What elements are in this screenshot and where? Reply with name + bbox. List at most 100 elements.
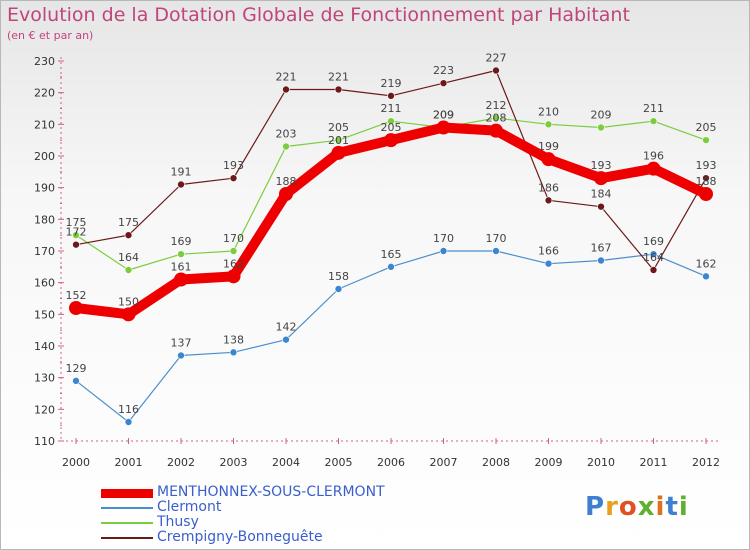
data-label: 137 <box>171 337 192 350</box>
data-point <box>492 114 500 122</box>
data-label: 162 <box>223 257 244 270</box>
y-tick-label: 220 <box>34 87 55 100</box>
data-point <box>492 247 500 255</box>
data-label: 223 <box>433 64 454 77</box>
data-point <box>121 307 136 322</box>
x-tick-label: 2012 <box>692 456 720 469</box>
data-point <box>226 269 241 284</box>
x-tick-label: 2010 <box>587 456 615 469</box>
data-point <box>72 240 80 249</box>
y-tick-label: 150 <box>34 308 55 321</box>
data-point <box>174 272 188 287</box>
data-label: 211 <box>381 102 402 115</box>
data-point <box>646 161 661 176</box>
data-point <box>544 259 553 268</box>
data-label: 191 <box>171 166 192 179</box>
data-label: 209 <box>433 109 454 122</box>
data-label: 205 <box>381 121 402 134</box>
y-tick-label: 130 <box>34 372 55 385</box>
data-point <box>492 66 500 75</box>
y-tick-label: 170 <box>34 245 55 258</box>
data-label: 172 <box>66 226 87 239</box>
data-label: 164 <box>118 251 139 264</box>
data-label: 227 <box>486 52 507 65</box>
data-point <box>282 335 290 344</box>
y-tick-label: 160 <box>34 277 55 290</box>
y-tick-label: 190 <box>34 182 55 195</box>
data-point <box>387 117 395 125</box>
data-point <box>282 142 290 151</box>
x-tick-label: 2001 <box>115 456 143 469</box>
logo-letter: t <box>665 492 679 522</box>
legend-swatch <box>101 537 153 539</box>
data-point <box>229 348 238 357</box>
data-point <box>177 351 185 360</box>
data-point <box>597 256 605 265</box>
data-point <box>597 123 605 132</box>
data-label: 138 <box>223 333 244 346</box>
legend-label: Crempigny-Bonneguête <box>157 529 323 545</box>
data-point <box>702 174 710 182</box>
data-label: 221 <box>328 71 349 84</box>
data-point <box>334 85 343 94</box>
data-label: 170 <box>223 232 244 245</box>
logo-letter: i <box>655 492 666 522</box>
y-tick-label: 230 <box>34 55 55 68</box>
logo-letter: r <box>605 492 619 522</box>
x-tick-label: 2011 <box>640 456 668 469</box>
data-label: 161 <box>171 261 192 274</box>
data-point <box>594 171 608 186</box>
data-point <box>489 123 503 138</box>
data-label: 186 <box>538 181 559 194</box>
data-label: 211 <box>643 102 664 115</box>
data-point <box>72 377 80 385</box>
data-point <box>282 85 290 94</box>
x-tick-label: 2004 <box>272 456 300 469</box>
chart-subtitle: (en € et par an) <box>7 29 94 42</box>
legend-label: MENTHONNEX-SOUS-CLERMONT <box>157 484 385 500</box>
data-point <box>124 266 133 274</box>
data-point <box>229 174 238 182</box>
logo-letter: i <box>678 492 689 522</box>
data-label: 205 <box>696 121 717 134</box>
legend-swatch <box>101 488 153 498</box>
data-point <box>72 231 80 239</box>
data-point <box>177 250 185 258</box>
data-label: 221 <box>276 71 297 84</box>
data-point <box>699 187 713 201</box>
data-label: 193 <box>223 159 244 172</box>
data-label: 162 <box>696 257 717 270</box>
data-point <box>541 152 556 167</box>
data-label: 196 <box>643 150 664 163</box>
data-point <box>597 202 605 211</box>
data-point <box>649 250 658 258</box>
data-label: 170 <box>486 232 507 245</box>
legend-label: Thusy <box>157 514 199 530</box>
data-label: 167 <box>591 242 612 255</box>
data-point <box>334 285 343 293</box>
x-tick-label: 2006 <box>377 456 405 469</box>
data-point <box>436 120 451 135</box>
data-point <box>69 301 83 315</box>
data-label: 219 <box>381 77 402 90</box>
data-point <box>702 272 710 281</box>
x-tick-label: 2008 <box>482 456 510 469</box>
legend-label: Clermont <box>157 499 222 515</box>
x-tick-label: 2002 <box>167 456 195 469</box>
data-label: 184 <box>591 188 612 201</box>
data-point <box>124 418 133 426</box>
data-point <box>439 79 448 87</box>
data-point <box>124 231 133 239</box>
y-tick-label: 110 <box>34 435 55 448</box>
x-tick-label: 2007 <box>430 456 458 469</box>
data-point <box>544 120 553 129</box>
data-label: 164 <box>643 251 664 264</box>
y-tick-label: 180 <box>34 213 55 226</box>
y-tick-label: 120 <box>34 403 55 416</box>
logo-letter: x <box>637 492 656 522</box>
legend-swatch <box>101 522 153 524</box>
data-label: 169 <box>643 235 664 248</box>
x-tick-label: 2003 <box>220 456 248 469</box>
